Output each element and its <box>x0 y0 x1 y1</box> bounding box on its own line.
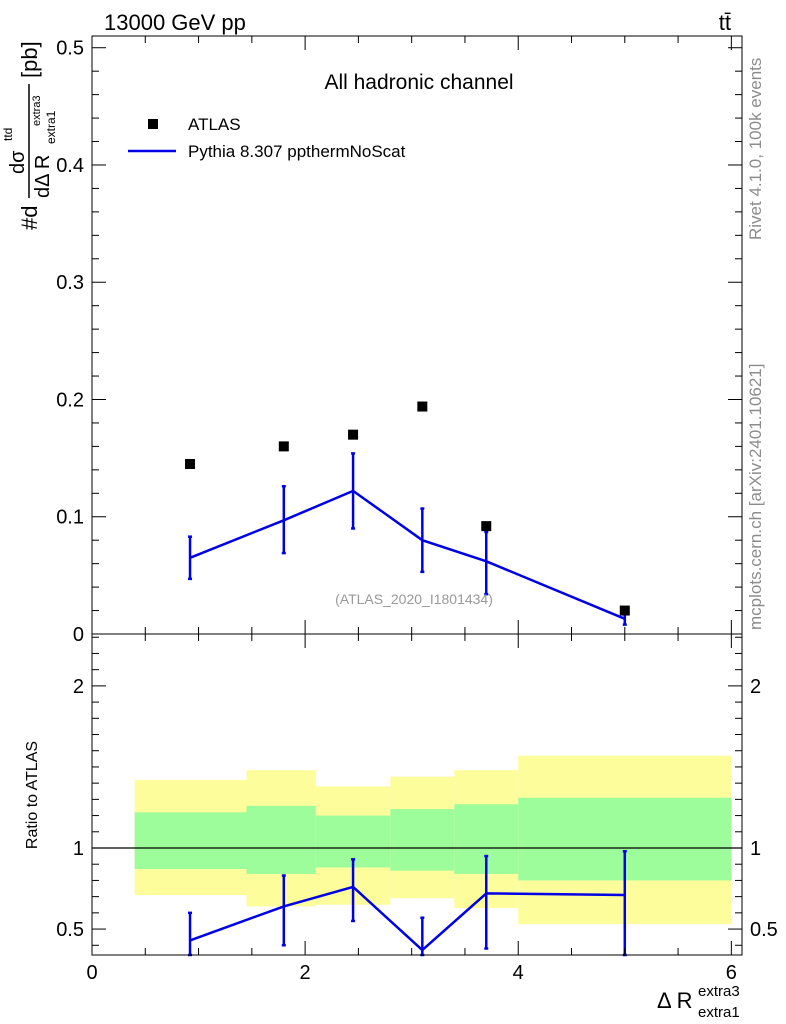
ratio-panel-axes: 0.5 0.5 1 1 2 2 0 2 4 6 <box>56 633 778 984</box>
svg-text:dΔ R: dΔ R <box>32 155 54 198</box>
x-axis-label: Δ R extra3 extra1 <box>657 983 740 1021</box>
ratio-frame <box>91 633 743 956</box>
legend-label-atlas: ATLAS <box>188 115 241 134</box>
data-point <box>619 605 630 616</box>
ylabel-den-sub: extra1 <box>44 110 58 144</box>
ylabel-sigma: dσ <box>7 150 29 174</box>
ratio-panel <box>134 755 732 925</box>
ylabel-prefix: #d <box>17 206 42 230</box>
svg-text:extra3: extra3 <box>698 983 740 1000</box>
y-tick-label: 0.3 <box>56 272 84 294</box>
main-panel-marks <box>185 401 630 626</box>
main-y-axis-label: #d dσ ttd dΔ R extra1 extra3 [pb] <box>1 41 58 230</box>
x-tick-label: 4 <box>513 962 524 984</box>
legend: ATLAS Pythia 8.307 ppthermNoScat <box>128 115 406 161</box>
uncertainty-band-inner <box>390 809 455 871</box>
data-point <box>348 429 359 440</box>
x-tick-label: 2 <box>300 962 311 984</box>
x-tick-label: 0 <box>86 962 97 984</box>
y-tick-label: 0.4 <box>56 155 84 177</box>
svg-text:extra1: extra1 <box>44 110 58 144</box>
ratio-y-tick-label: 1 <box>73 838 84 860</box>
ylabel-den: dΔ R <box>32 155 54 198</box>
data-point <box>278 441 289 452</box>
x-tick-label: 6 <box>726 962 737 984</box>
svg-text:extra3: extra3 <box>31 95 43 126</box>
ratio-line <box>189 885 625 952</box>
ylabel-unit: [pb] <box>17 41 42 78</box>
analysis-watermark: (ATLAS_2020_I1801434) <box>335 591 493 607</box>
y-tick-label: 0.1 <box>56 507 84 529</box>
ratio-y-tick-label: 0.5 <box>56 919 84 941</box>
mc-line <box>189 489 626 620</box>
energy-label: 13000 GeV pp <box>104 10 246 35</box>
ratio-y-axis-label: Ratio to ATLAS <box>24 741 41 849</box>
y-tick-label: 0.2 <box>56 389 84 411</box>
svg-text:#d: #d <box>17 206 42 230</box>
svg-text:ttd: ttd <box>1 128 15 141</box>
svg-text:[pb]: [pb] <box>17 41 42 78</box>
chart-title: All hadronic channel <box>324 71 513 94</box>
y-tick-label: 0.5 <box>56 38 84 60</box>
data-point <box>185 458 196 469</box>
data-point <box>417 401 428 412</box>
process-label: tt̄ <box>719 10 731 35</box>
uncertainty-band-inner <box>246 805 316 874</box>
legend-label-mc: Pythia 8.307 ppthermNoScat <box>188 142 406 161</box>
rivet-info: Rivet 4.1.0, 100k events <box>746 58 765 240</box>
y-tick-label: 0 <box>73 624 84 646</box>
ylabel-den-sup: extra3 <box>31 95 43 126</box>
ratio-y-tick-label-right: 0.5 <box>750 919 778 941</box>
uncertainty-band-inner <box>134 812 247 870</box>
legend-marker-atlas <box>148 119 158 129</box>
ratio-y-tick-label: 2 <box>73 676 84 698</box>
ratio-y-tick-label-right: 2 <box>750 676 761 698</box>
ylabel-sigma-sup: ttd <box>1 128 15 141</box>
data-point <box>481 521 492 532</box>
svg-text:extra1: extra1 <box>698 1004 740 1021</box>
svg-text:Δ R: Δ R <box>657 988 692 1013</box>
svg-text:dσ: dσ <box>7 150 29 174</box>
mcplots-info: mcplots.cern.ch [arXiv:2401.10621] <box>746 364 765 630</box>
main-panel-axes: 0 0.1 0.2 0.3 0.4 0.5 <box>56 35 743 646</box>
ratio-y-tick-label-right: 1 <box>750 838 761 860</box>
